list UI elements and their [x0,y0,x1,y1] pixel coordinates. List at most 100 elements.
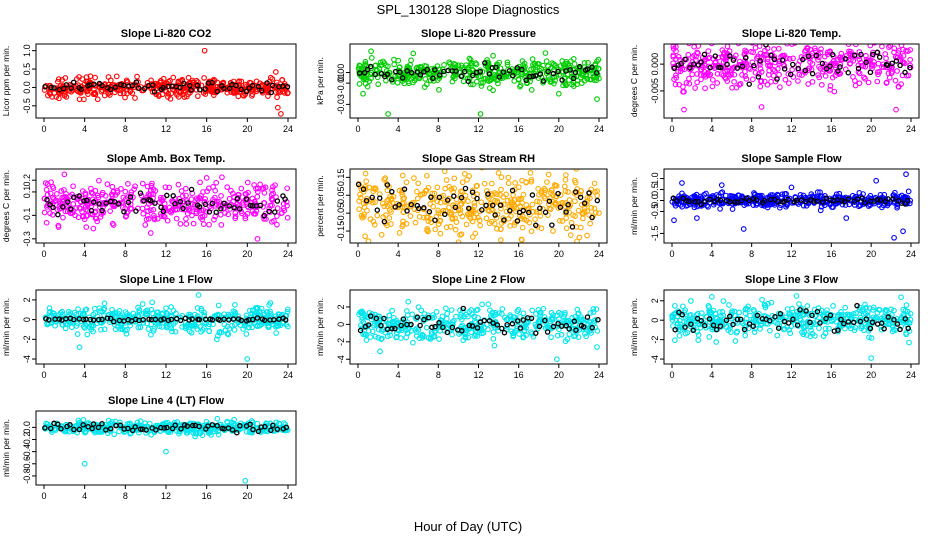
data-point [266,314,273,321]
mean-point [70,79,77,86]
data-point [573,169,580,172]
x-tick-label: 16 [514,124,524,134]
data-point [490,335,497,342]
outlier-point [681,106,687,113]
data-point [669,317,676,323]
mean-point [536,323,543,330]
data-point [362,170,369,177]
data-point [677,321,684,328]
data-point [249,92,255,99]
data-point [184,93,190,100]
data-point [584,194,591,201]
data-point [447,223,454,230]
mean-point [460,305,467,312]
mean-point [532,72,539,79]
data-point [263,309,270,315]
y-tick-label: 0.0 [22,81,32,94]
data-point [449,78,456,85]
mean-point [799,56,806,63]
mean-point [416,205,422,212]
data-point [219,174,225,181]
data-point [822,61,828,68]
data-point [698,76,704,83]
data-point [375,81,382,88]
data-point [469,187,476,194]
data-point [168,313,175,320]
mean-point [274,198,281,204]
data-point [369,328,376,335]
mean-point [497,202,504,208]
mean-point [442,211,448,218]
data-point [465,334,472,341]
data-point [265,93,271,99]
data-point [490,52,496,59]
data-point [562,176,569,183]
data-point [713,339,720,345]
data-point [109,220,116,227]
data-point [784,202,790,208]
data-point [770,72,777,79]
data-point [369,199,376,206]
data-point [670,52,677,59]
y-tick-label: 0.15 [336,169,346,187]
data-point [168,90,175,97]
mean-point [282,317,289,323]
data-point [892,77,899,84]
data-point [225,331,232,338]
data-point [174,92,180,98]
mean-point [845,319,852,325]
data-point [131,313,138,320]
mean-point [827,63,833,69]
data-point [458,188,464,195]
mean-point [490,320,496,326]
data-point [398,325,405,332]
data-point [92,91,99,98]
mean-point [509,321,516,327]
data-point [478,80,484,86]
mean-point [483,202,489,209]
data-point [735,44,742,47]
mean-point [755,74,762,80]
data-point [752,44,759,51]
data-point [451,175,458,182]
data-point [48,179,54,186]
mean-point [461,68,468,75]
mean-point [581,200,588,206]
y-tick-label: 0.00 [336,64,346,82]
mean-point [678,60,684,67]
data-point [274,205,281,212]
data-point [708,44,715,47]
data-point [899,58,906,65]
data-point [587,310,594,316]
data-point [41,195,48,202]
data-point [768,299,775,306]
data-point [816,63,822,70]
data-point [193,195,200,202]
data-point [478,83,485,89]
y-tick-label: 0.05 [336,186,346,204]
data-point [82,190,89,197]
outlier-point [906,339,912,346]
data-point [497,237,504,243]
data-point [695,44,702,49]
data-point [504,61,511,68]
data-point [535,320,542,327]
x-tick-label: 12 [786,370,796,380]
data-point [850,74,856,80]
data-point [479,68,486,75]
data-point [592,317,598,323]
data-point [680,88,686,95]
data-point [364,83,371,90]
data-point [790,55,796,62]
mean-point [771,56,778,63]
mean-point [429,324,435,331]
data-point [437,230,444,237]
data-point [691,204,698,211]
data-point [547,195,553,201]
data-point [120,194,127,201]
data-point [485,301,492,308]
mean-point [774,76,780,82]
mean-point [99,82,105,89]
data-point [523,201,530,208]
data-point [729,308,736,314]
